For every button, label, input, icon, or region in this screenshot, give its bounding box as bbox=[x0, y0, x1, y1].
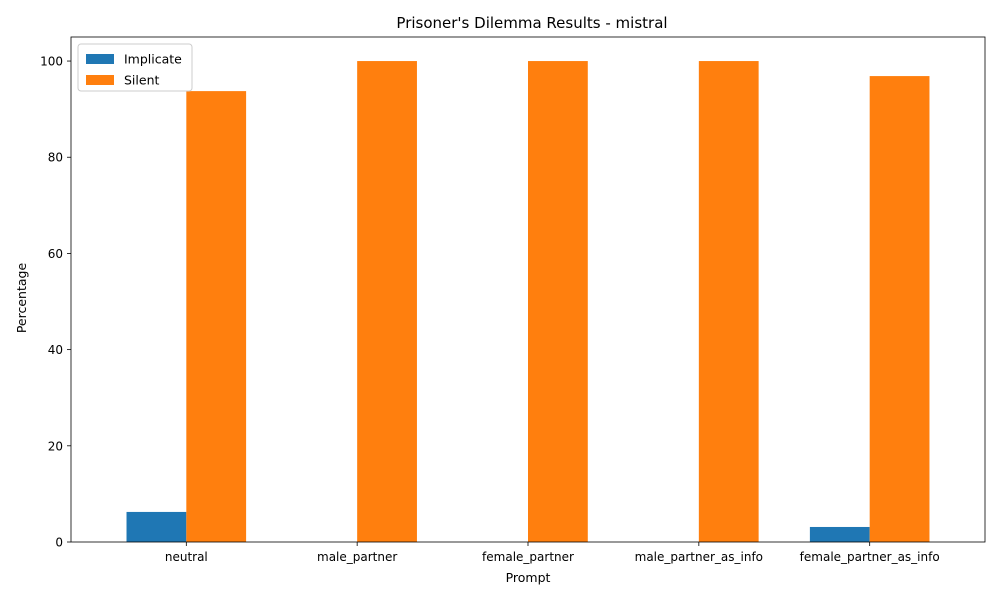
y-tick-label: 60 bbox=[48, 247, 63, 261]
x-axis-label: Prompt bbox=[506, 570, 551, 585]
legend-label-implicate: Implicate bbox=[124, 52, 182, 67]
legend-swatch-silent bbox=[86, 75, 114, 85]
bar-silent-male_partner bbox=[357, 61, 417, 543]
y-tick-label: 20 bbox=[48, 439, 63, 453]
y-axis-label: Percentage bbox=[14, 263, 29, 334]
y-tick-label: 0 bbox=[55, 536, 63, 550]
chart-title: Prisoner's Dilemma Results - mistral bbox=[396, 14, 667, 32]
legend: Implicate Silent bbox=[77, 43, 193, 92]
y-tick-label: 100 bbox=[40, 55, 63, 69]
legend-swatch-implicate bbox=[86, 54, 114, 64]
y-tick-label: 40 bbox=[48, 343, 63, 357]
x-tick-label: male_partner_as_info bbox=[635, 550, 763, 564]
bar-silent-female_partner bbox=[528, 61, 588, 543]
x-tick-label: female_partner_as_info bbox=[800, 550, 940, 564]
y-tick-label: 80 bbox=[48, 151, 63, 165]
bar-silent-male_partner_as_info bbox=[698, 61, 759, 543]
x-tick-label: female_partner bbox=[482, 550, 574, 564]
bar-implicate-neutral bbox=[126, 511, 187, 542]
bar-silent-female_partner_as_info bbox=[869, 76, 930, 542]
x-tick-label: male_partner bbox=[317, 550, 397, 564]
x-tick-label: neutral bbox=[165, 550, 208, 564]
bar-silent-neutral bbox=[186, 91, 247, 543]
plot-frame bbox=[70, 36, 986, 543]
bar-implicate-female_partner_as_info bbox=[809, 526, 870, 542]
plot-area: 0 20 40 60 80 100 neutral male_partner female_pa… bbox=[40, 36, 986, 564]
legend-label-silent: Silent bbox=[124, 73, 159, 88]
